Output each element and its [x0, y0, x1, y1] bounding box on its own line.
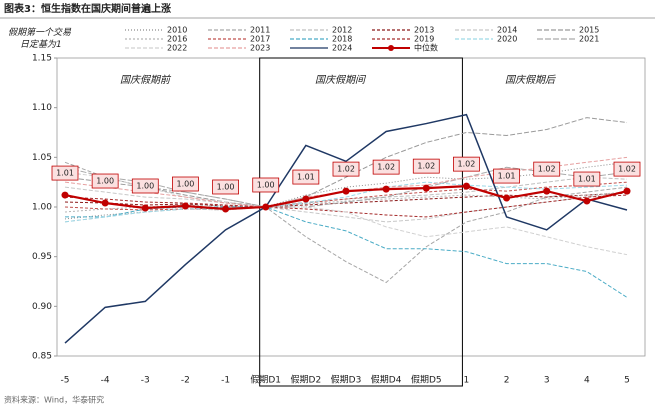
x-tick-label: 2	[504, 376, 510, 386]
series-line	[64, 192, 628, 208]
data-label: 1.02	[377, 163, 395, 172]
legend-marker	[388, 45, 394, 51]
legend-label: 2022	[167, 44, 187, 53]
median-marker	[101, 199, 109, 207]
x-tick-label: -5	[61, 376, 70, 386]
x-tick-label: 假期D1	[250, 375, 281, 386]
data-label-box	[412, 158, 440, 174]
series-line	[64, 113, 628, 344]
data-label-box	[51, 165, 79, 181]
legend-label: 2011	[250, 26, 270, 35]
legend-label: 2013	[414, 26, 434, 35]
x-tick-label: 假期D5	[411, 375, 442, 386]
data-label: 1.02	[458, 160, 476, 169]
annotation: 国庆假期后	[505, 74, 556, 86]
data-label: 1.02	[337, 165, 355, 174]
data-label-box	[453, 156, 480, 172]
y-tick-label: 1.15	[32, 54, 52, 64]
data-label-box	[292, 169, 320, 185]
chart-title: 图表3：恒生指数在国庆期间普遍上涨	[4, 2, 171, 15]
median-marker	[61, 191, 69, 199]
source: 资料来源：Wind，华泰研究	[4, 395, 104, 405]
median-marker	[583, 197, 591, 205]
data-label: 1.00	[217, 182, 235, 191]
x-tick-label: 5	[624, 376, 630, 386]
data-label: 1.00	[257, 181, 275, 190]
legend-label: 中位数	[414, 43, 438, 53]
y-tick-label: 0.95	[32, 252, 52, 262]
median-marker	[382, 185, 390, 193]
series-line	[64, 181, 628, 211]
legend-label: 2010	[167, 26, 187, 35]
data-label: 1.00	[177, 180, 195, 189]
data-label-box	[493, 168, 520, 184]
x-tick-label: 3	[544, 376, 550, 386]
data-label-box	[613, 161, 641, 177]
series-line	[65, 206, 628, 298]
series-line	[64, 171, 628, 256]
data-label: 1.01	[56, 169, 74, 178]
median-marker	[623, 187, 631, 195]
legend-label: 2017	[250, 35, 270, 44]
y-tick-label: 1.00	[32, 203, 52, 213]
legend-label: 2014	[497, 26, 517, 35]
median-marker	[222, 205, 230, 213]
y-tick-label: 0.85	[32, 352, 52, 362]
data-label-box	[372, 159, 400, 175]
data-label: 1.00	[136, 181, 154, 190]
data-label-box	[172, 176, 199, 192]
legend-label: 2012	[332, 26, 352, 35]
data-label-box	[332, 161, 360, 177]
data-label: 1.02	[538, 165, 556, 174]
legend-label: 2020	[497, 35, 517, 44]
y-tick-label: 0.90	[32, 302, 52, 312]
x-tick-label: -1	[221, 376, 230, 386]
series-line	[64, 181, 628, 223]
data-label-box	[131, 178, 159, 194]
legend-label: 2018	[332, 35, 352, 44]
data-label: 1.01	[498, 172, 516, 181]
data-label: 1.00	[96, 177, 114, 186]
median-marker	[262, 203, 270, 211]
data-label-box	[91, 173, 119, 189]
median-marker	[543, 187, 551, 195]
x-tick-label: 假期D2	[291, 375, 322, 386]
y-axis-label: 假期第一个交易日定基为1	[8, 27, 72, 50]
legend-label: 2023	[250, 44, 270, 53]
median-marker	[422, 184, 430, 192]
data-label: 1.01	[297, 173, 315, 182]
median-marker	[302, 195, 310, 203]
data-label-box	[212, 179, 239, 195]
x-tick-label: -4	[101, 376, 110, 386]
x-tick-label: -2	[181, 376, 190, 386]
median-marker	[342, 187, 350, 195]
x-tick-label: 假期D4	[371, 375, 402, 386]
median-marker	[503, 194, 511, 202]
holiday-box	[259, 57, 463, 387]
data-label: 1.02	[417, 162, 435, 171]
median-marker	[181, 202, 189, 210]
x-tick-label: 1	[464, 376, 470, 386]
legend-label: 2015	[579, 26, 599, 35]
x-tick-label: 假期D3	[331, 375, 362, 386]
data-label-box	[533, 161, 561, 177]
data-label: 1.02	[618, 165, 636, 174]
y-tick-label: 1.10	[32, 103, 52, 113]
annotation: 国庆假期前	[120, 74, 172, 86]
legend-label: 2024	[332, 44, 352, 53]
series-line	[64, 186, 628, 223]
data-label-box	[252, 177, 280, 193]
median-marker	[462, 182, 470, 190]
legend-label: 2016	[167, 35, 187, 44]
legend-label: 2021	[579, 35, 599, 44]
median-marker	[141, 204, 149, 212]
annotation: 国庆假期间	[315, 74, 367, 86]
x-tick-label: -3	[141, 376, 150, 386]
data-label: 1.01	[578, 175, 596, 184]
x-tick-label: 4	[584, 376, 590, 386]
legend-label: 2019	[414, 35, 434, 44]
data-label-box	[573, 171, 601, 187]
y-tick-label: 1.05	[32, 153, 52, 163]
